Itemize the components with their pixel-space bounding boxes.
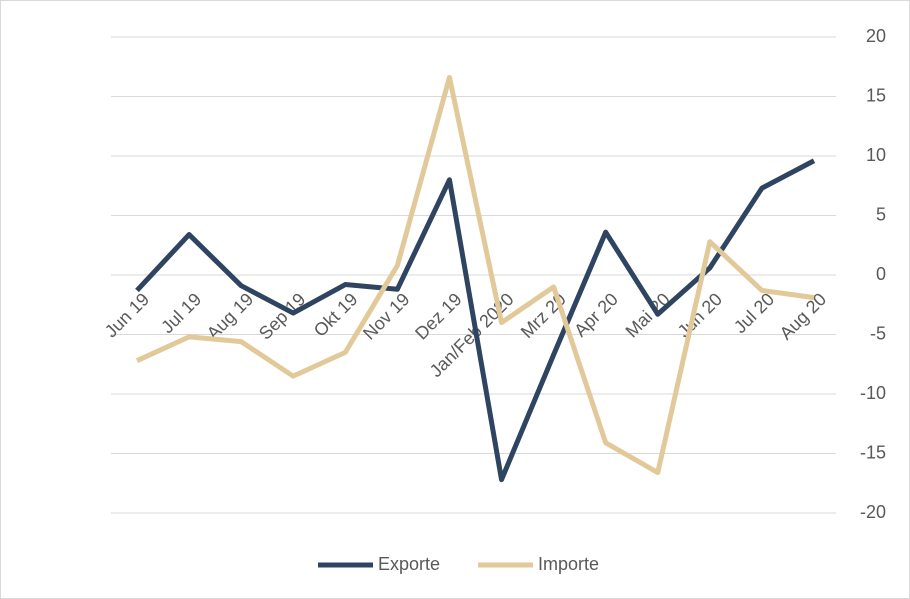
y-tick-label: 0 bbox=[876, 264, 886, 284]
legend-label: Importe bbox=[538, 554, 599, 574]
y-tick-label: 15 bbox=[866, 85, 886, 105]
y-tick-label: -15 bbox=[860, 442, 886, 462]
y-tick-label: 5 bbox=[876, 204, 886, 224]
y-tick-label: -20 bbox=[860, 502, 886, 522]
data-line bbox=[135, 74, 815, 476]
legend-label: Exporte bbox=[378, 554, 440, 574]
y-tick-label: 20 bbox=[866, 26, 886, 46]
y-tick-label: 10 bbox=[866, 145, 886, 165]
y-tick-label: -5 bbox=[870, 323, 886, 343]
y-tick-label: -10 bbox=[860, 383, 886, 403]
